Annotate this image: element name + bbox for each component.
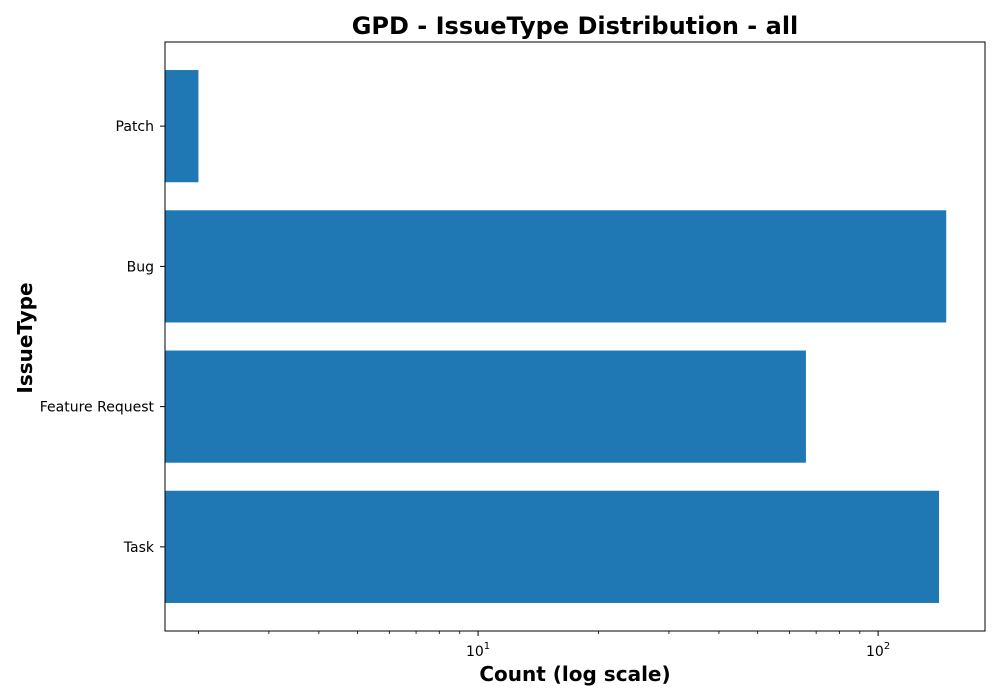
bar-patch xyxy=(165,70,199,183)
x-tick-label: 101 xyxy=(466,641,490,660)
y-axis-label: IssueType xyxy=(13,282,37,393)
bar-task xyxy=(165,490,940,603)
y-tick-label: Task xyxy=(123,540,155,556)
y-tick-label: Patch xyxy=(116,119,154,135)
x-tick-label: 102 xyxy=(866,641,890,660)
y-axis-ticks: Task Feature Request Bug Patch xyxy=(40,119,165,556)
y-tick-label: Bug xyxy=(127,259,154,275)
bar-bug xyxy=(165,210,947,323)
bars-group xyxy=(165,70,947,603)
y-tick-label: Feature Request xyxy=(40,400,155,416)
chart-title: GPD - IssueType Distribution - all xyxy=(352,12,799,40)
bar-feature-request xyxy=(165,350,806,463)
x-axis-ticks: 101 102 xyxy=(198,631,890,660)
plot-frame xyxy=(164,41,986,632)
x-axis-label: Count (log scale) xyxy=(479,662,670,686)
